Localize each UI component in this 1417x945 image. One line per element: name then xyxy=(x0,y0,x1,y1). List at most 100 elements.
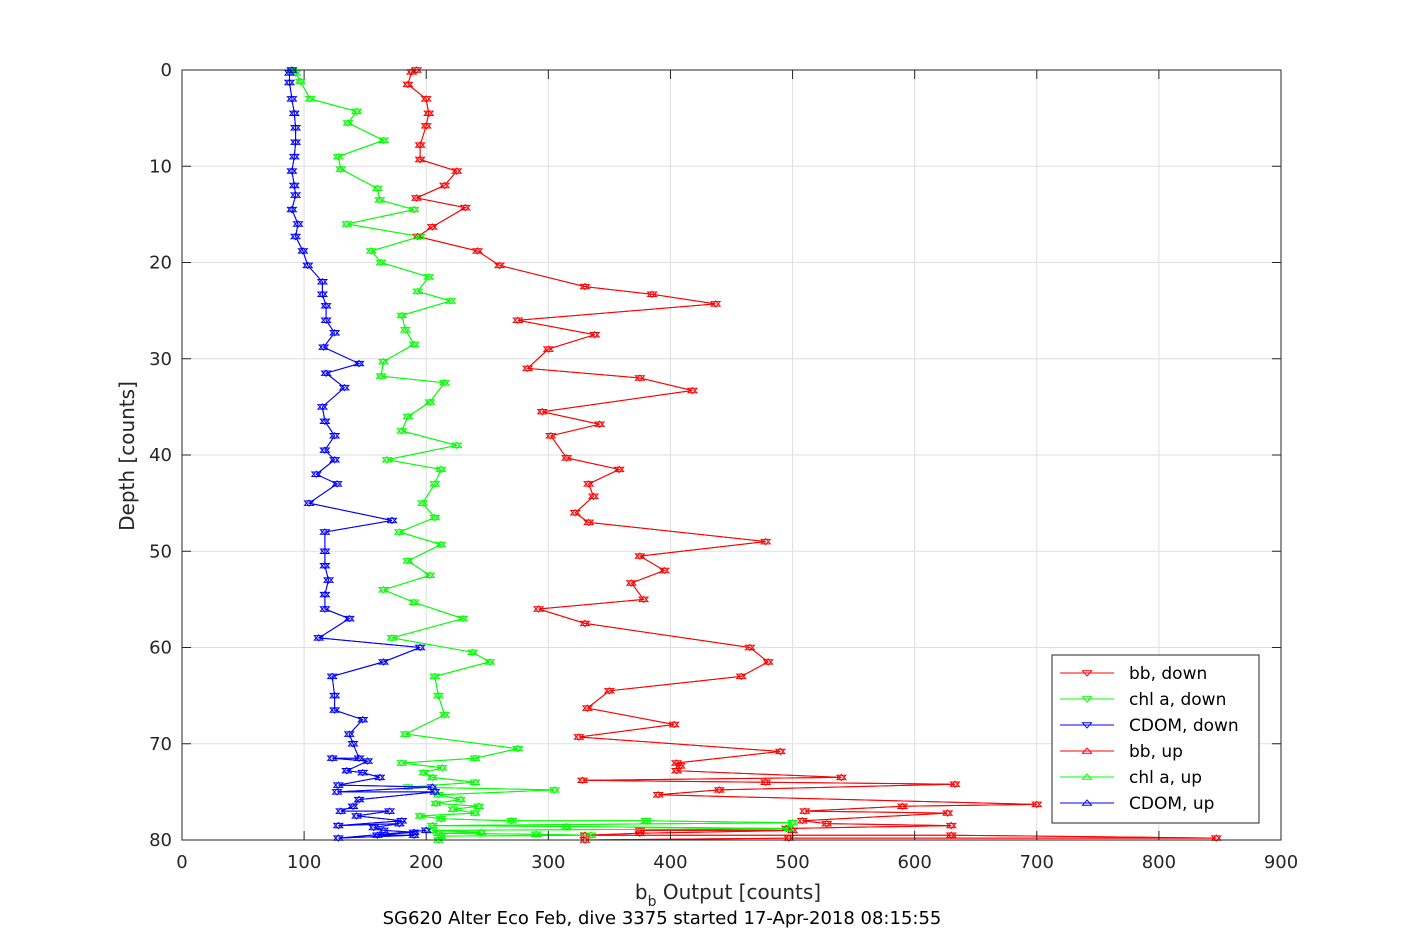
series-5 xyxy=(283,66,441,841)
data-point-marker xyxy=(435,466,447,474)
data-point-marker xyxy=(438,182,451,190)
data-point-marker xyxy=(371,184,383,192)
data-point-marker xyxy=(396,816,408,824)
data-point-marker xyxy=(319,529,331,536)
data-point-marker xyxy=(493,261,506,269)
data-point-marker xyxy=(286,205,298,213)
data-point-marker xyxy=(289,138,302,145)
data-point-marker xyxy=(438,712,451,719)
data-point-marker xyxy=(774,747,786,755)
data-point-marker xyxy=(451,441,463,449)
legend-label: chl a, up xyxy=(1129,768,1202,788)
data-point-marker xyxy=(896,802,909,810)
x-tick-label: 500 xyxy=(775,852,809,873)
data-point-marker xyxy=(288,152,300,160)
data-point-marker xyxy=(634,826,646,834)
data-point-marker xyxy=(322,576,335,583)
data-point-marker xyxy=(451,167,463,174)
data-point-marker xyxy=(304,95,316,102)
data-point-marker xyxy=(424,571,436,579)
data-point-marker xyxy=(713,786,725,793)
data-point-marker xyxy=(318,344,330,352)
data-point-marker xyxy=(414,643,426,651)
data-point-marker xyxy=(326,673,338,681)
data-point-marker xyxy=(423,273,435,280)
data-point-marker xyxy=(402,81,414,89)
data-point-marker xyxy=(603,687,615,694)
data-point-marker xyxy=(329,330,341,337)
data-point-marker xyxy=(579,619,591,627)
data-point-marker xyxy=(310,470,322,477)
data-point-marker xyxy=(469,754,481,761)
legend-swatch-marker xyxy=(1081,722,1093,729)
data-point-marker xyxy=(399,730,412,737)
data-point-marker xyxy=(343,731,355,738)
data-point-marker xyxy=(326,754,338,761)
data-point-marker xyxy=(762,658,774,665)
data-point-marker xyxy=(329,433,341,440)
data-point-marker xyxy=(423,274,435,281)
series-3 xyxy=(402,66,1222,843)
data-point-marker xyxy=(338,383,350,391)
data-point-marker xyxy=(484,658,496,665)
data-point-marker xyxy=(297,248,309,255)
data-point-marker xyxy=(469,809,481,816)
x-tick-label: 200 xyxy=(409,852,443,873)
figure-caption: SG620 Alter Eco Feb, dive 3375 started 1… xyxy=(383,908,942,929)
data-point-marker xyxy=(430,799,442,807)
data-point-marker xyxy=(420,95,432,102)
data-point-marker xyxy=(289,232,302,240)
data-point-marker xyxy=(426,783,438,790)
data-point-marker xyxy=(435,541,447,549)
data-point-marker xyxy=(351,108,363,116)
data-point-marker xyxy=(316,279,329,286)
data-point-marker xyxy=(532,605,545,612)
y-tick-label: 20 xyxy=(149,253,172,274)
data-point-marker xyxy=(1031,800,1043,808)
data-point-marker xyxy=(670,759,683,766)
x-axis-title: bb Output [counts] xyxy=(635,880,821,910)
data-point-marker xyxy=(357,768,369,776)
data-point-marker xyxy=(377,136,390,143)
data-point-marker xyxy=(408,828,420,836)
data-point-marker xyxy=(319,561,331,569)
data-point-marker xyxy=(329,328,341,336)
data-point-marker xyxy=(286,206,298,214)
data-point-marker xyxy=(420,122,432,129)
data-point-marker xyxy=(319,417,331,425)
data-point-marker xyxy=(786,818,799,826)
data-point-marker xyxy=(319,528,331,535)
data-point-marker xyxy=(760,537,772,545)
y-tick-label: 40 xyxy=(149,445,172,466)
data-point-marker xyxy=(326,672,338,680)
y-tick-label: 60 xyxy=(149,638,172,659)
data-point-marker xyxy=(347,802,359,810)
data-point-marker xyxy=(374,196,386,203)
data-point-marker xyxy=(329,706,341,713)
data-point-marker xyxy=(512,316,524,323)
data-point-marker xyxy=(399,327,412,334)
data-point-marker xyxy=(414,142,426,149)
data-point-marker xyxy=(286,95,298,102)
data-point-marker xyxy=(542,346,554,353)
y-tick-label: 10 xyxy=(149,156,172,177)
data-point-marker xyxy=(613,465,625,473)
data-point-marker xyxy=(569,508,581,516)
data-point-marker xyxy=(583,481,595,488)
data-point-marker xyxy=(332,821,344,829)
data-point-marker xyxy=(396,759,408,766)
data-point-marker xyxy=(467,649,479,657)
data-point-marker xyxy=(521,364,534,372)
data-point-marker xyxy=(451,168,463,175)
data-point-marker xyxy=(435,815,447,822)
data-point-marker xyxy=(530,830,542,837)
data-point-marker xyxy=(377,357,390,365)
data-point-marker xyxy=(436,764,448,771)
data-point-marker xyxy=(447,805,459,812)
axis-ticks: 0 100 200 300 400 500 600 700 800 900 0 10 20 30 40 50 6… xyxy=(149,60,1298,873)
data-point-marker xyxy=(377,826,390,834)
data-point-marker xyxy=(402,80,414,88)
data-point-marker xyxy=(319,591,331,599)
data-point-marker xyxy=(371,831,383,838)
data-point-marker xyxy=(634,374,646,381)
